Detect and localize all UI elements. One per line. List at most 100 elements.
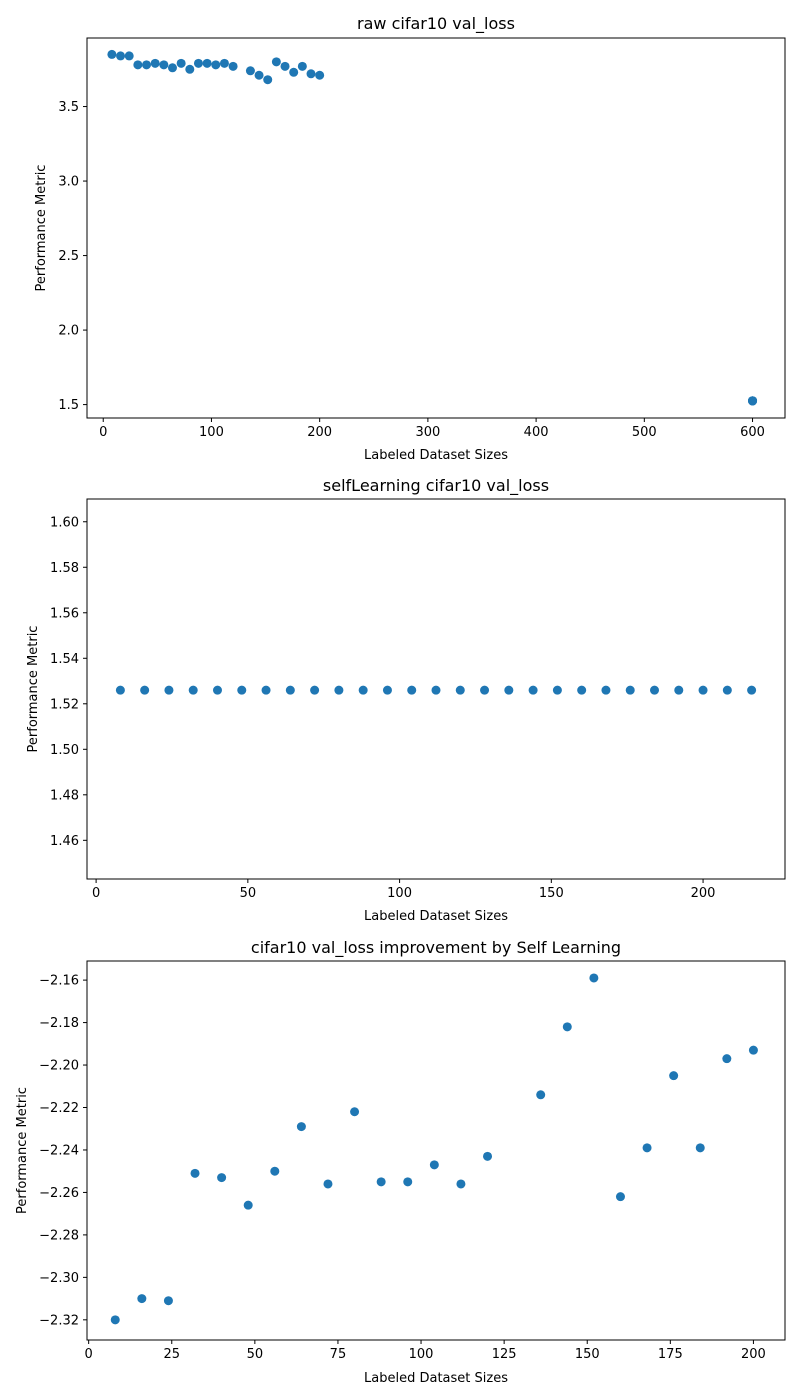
- x-tick-label: 200: [307, 425, 332, 440]
- data-point: [271, 57, 281, 67]
- data-point: [722, 1054, 732, 1064]
- data-point: [296, 1122, 306, 1132]
- data-point: [615, 1192, 625, 1202]
- scatter-points: [110, 973, 758, 1325]
- x-tick-label: 0: [99, 425, 107, 440]
- plot-frame: [86, 498, 786, 880]
- y-tick-label: 1.50: [50, 743, 79, 758]
- y-tick-label: −2.26: [39, 1186, 79, 1201]
- data-point: [601, 685, 611, 695]
- data-point: [193, 58, 203, 68]
- y-tick-label: 1.5: [58, 398, 79, 413]
- data-point: [107, 49, 117, 59]
- data-point: [310, 685, 320, 695]
- axis-ticks: 0 50 100 150 200 1.46 1.48 1.50 1.52 1.54 1.56 1.58…: [50, 515, 715, 901]
- y-tick-label: 1.46: [50, 834, 79, 849]
- x-tick-label: 50: [247, 1347, 264, 1362]
- x-tick-label: 300: [415, 425, 440, 440]
- x-tick-label: 100: [409, 1347, 434, 1362]
- y-tick-label: 1.54: [50, 652, 79, 667]
- data-point: [254, 70, 264, 80]
- y-tick-label: 2.5: [58, 249, 79, 264]
- x-tick-label: 125: [492, 1347, 517, 1362]
- x-tick-label: 100: [199, 425, 224, 440]
- x-tick-label: 150: [575, 1347, 600, 1362]
- data-point: [140, 685, 150, 695]
- data-point: [748, 396, 758, 406]
- data-point: [403, 1177, 413, 1187]
- scatter-points: [107, 49, 758, 406]
- y-axis-label: Performance Metric: [34, 165, 49, 292]
- data-point: [747, 685, 757, 695]
- data-point: [167, 63, 177, 73]
- data-point: [185, 64, 195, 74]
- y-tick-label: 1.52: [50, 697, 79, 712]
- data-point: [323, 1179, 333, 1189]
- data-point: [110, 1315, 120, 1325]
- data-point: [212, 685, 222, 695]
- data-point: [150, 58, 160, 68]
- data-point: [577, 685, 587, 695]
- data-point: [562, 1022, 572, 1032]
- y-tick-label: −2.28: [39, 1228, 79, 1243]
- data-point: [358, 685, 368, 695]
- x-tick-label: 175: [658, 1347, 683, 1362]
- data-point: [642, 1143, 652, 1153]
- x-axis-label: Labeled Dataset Sizes: [364, 909, 508, 924]
- x-tick-label: 600: [740, 425, 765, 440]
- chart-val-loss-improvement: cifar10 val_loss improvement by Self Lea…: [15, 938, 786, 1386]
- data-point: [382, 685, 392, 695]
- data-point: [698, 685, 708, 695]
- x-tick-label: 50: [240, 886, 257, 901]
- data-point: [350, 1107, 360, 1117]
- y-tick-label: −2.20: [39, 1059, 79, 1074]
- x-tick-label: 200: [741, 1347, 766, 1362]
- data-point: [536, 1090, 546, 1100]
- data-point: [219, 58, 229, 68]
- y-tick-label: 1.56: [50, 606, 79, 621]
- data-point: [674, 685, 684, 695]
- x-axis-label: Labeled Dataset Sizes: [364, 1371, 508, 1386]
- y-tick-label: 1.48: [50, 788, 79, 803]
- y-tick-label: −2.32: [39, 1313, 79, 1328]
- data-point: [159, 60, 169, 70]
- data-point: [243, 1200, 253, 1210]
- data-point: [211, 60, 221, 70]
- x-axis-label: Labeled Dataset Sizes: [364, 448, 508, 463]
- x-tick-label: 0: [85, 1347, 93, 1362]
- data-point: [306, 69, 316, 79]
- data-point: [124, 51, 134, 61]
- y-tick-label: −2.30: [39, 1271, 79, 1286]
- y-tick-label: −2.24: [39, 1143, 79, 1158]
- data-point: [261, 685, 271, 695]
- data-point: [504, 685, 514, 695]
- x-tick-label: 75: [330, 1347, 347, 1362]
- data-point: [176, 58, 186, 68]
- chart-selflearning-val-loss: selfLearning cifar10 val_loss Labeled Da…: [26, 476, 786, 924]
- data-point: [190, 1168, 200, 1178]
- data-point: [334, 685, 344, 695]
- x-tick-label: 0: [92, 886, 100, 901]
- data-point: [245, 66, 255, 76]
- plot-frame: [86, 960, 786, 1341]
- data-point: [285, 685, 295, 695]
- x-tick-label: 200: [691, 886, 716, 901]
- data-point: [115, 685, 125, 695]
- data-point: [589, 973, 599, 983]
- data-point: [376, 1177, 386, 1187]
- data-point: [456, 1179, 466, 1189]
- x-tick-label: 25: [163, 1347, 180, 1362]
- y-tick-label: 3.5: [58, 100, 79, 115]
- data-point: [480, 685, 490, 695]
- data-point: [722, 685, 732, 695]
- y-tick-label: 1.60: [50, 515, 79, 530]
- plot-frame: [86, 37, 786, 419]
- data-point: [297, 61, 307, 71]
- data-point: [116, 51, 126, 61]
- y-tick-label: −2.16: [39, 974, 79, 989]
- axis-ticks: 0 100 200 300 400 500 600 1.5 2.0 2.5 3.0 3.5: [58, 100, 765, 440]
- data-point: [528, 685, 538, 695]
- data-point: [429, 1160, 439, 1170]
